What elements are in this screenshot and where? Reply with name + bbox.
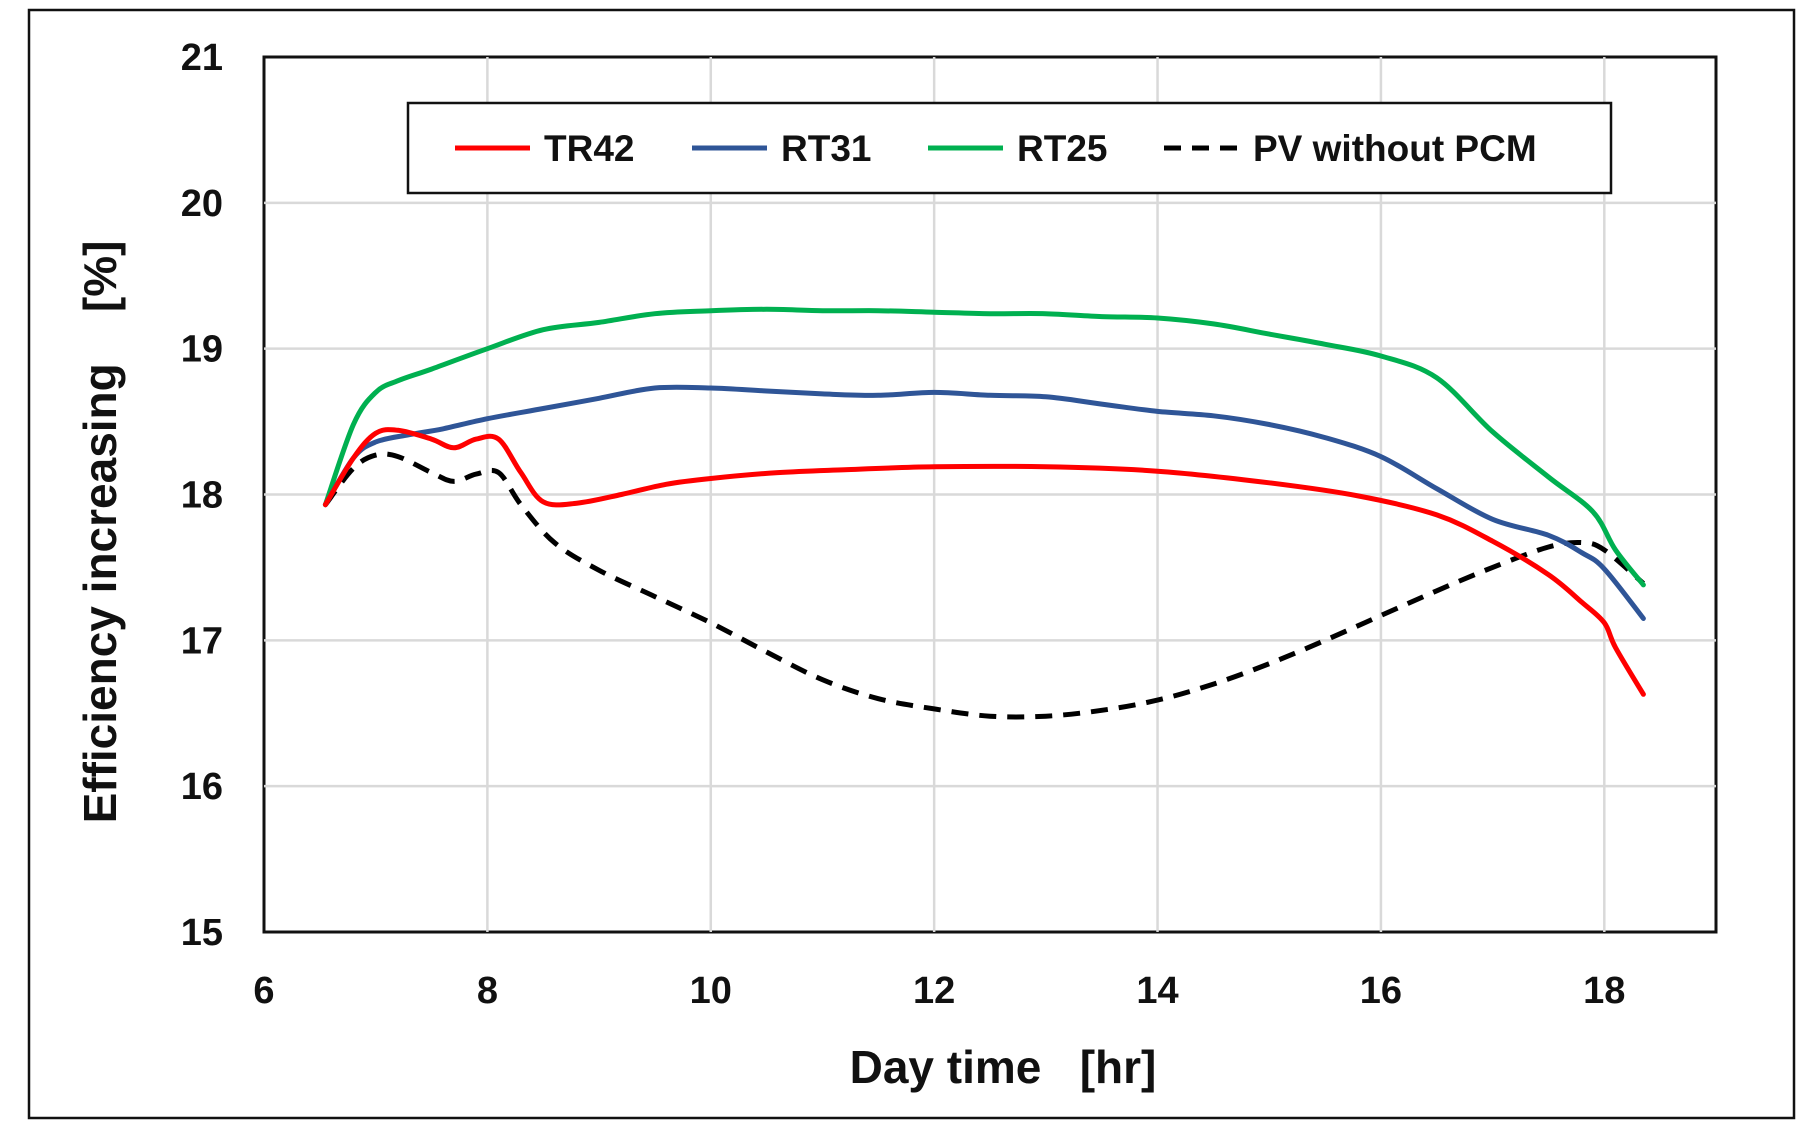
y-tick-label-16: 16 xyxy=(181,766,223,808)
y-axis-title: Efficiency increasing [%] xyxy=(74,241,126,824)
x-axis-ticks: 6 8 10 12 14 16 18 xyxy=(253,970,1625,1012)
legend-box xyxy=(406,101,1613,195)
x-axis-title: Day time [hr] xyxy=(850,1041,1157,1093)
y-tick-label-21: 21 xyxy=(181,37,223,79)
x-tick-label-6: 6 xyxy=(253,970,274,1012)
legend-label-rt31: RT31 xyxy=(781,128,871,169)
series-layer xyxy=(322,306,1646,720)
x-tick-label-12: 12 xyxy=(913,970,955,1012)
y-tick-label-19: 19 xyxy=(181,329,223,371)
y-tick-label-15: 15 xyxy=(181,912,223,954)
y-tick-label-17: 17 xyxy=(181,620,223,662)
legend-label-rt25: RT25 xyxy=(1017,128,1107,169)
x-tick-label-10: 10 xyxy=(690,970,732,1012)
series-line-rt31 xyxy=(322,384,1646,621)
series-line-rt25 xyxy=(322,306,1646,588)
series-line-pv-without-pcm xyxy=(323,451,1646,720)
legend: TR42 RT31 RT25 PV without PCM xyxy=(406,101,1613,195)
legend-label-pv-without-pcm: PV without PCM xyxy=(1253,128,1537,169)
legend-label-tr42: TR42 xyxy=(544,128,634,169)
y-tick-label-20: 20 xyxy=(181,183,223,225)
y-tick-label-18: 18 xyxy=(181,475,223,517)
x-tick-label-14: 14 xyxy=(1136,970,1178,1012)
x-tick-label-18: 18 xyxy=(1583,970,1625,1012)
grid xyxy=(264,57,1716,932)
y-axis-ticks: 15 16 17 18 19 20 21 xyxy=(181,37,223,954)
x-tick-label-16: 16 xyxy=(1360,970,1402,1012)
series-line-tr42 xyxy=(322,427,1646,697)
x-tick-label-8: 8 xyxy=(477,970,498,1012)
